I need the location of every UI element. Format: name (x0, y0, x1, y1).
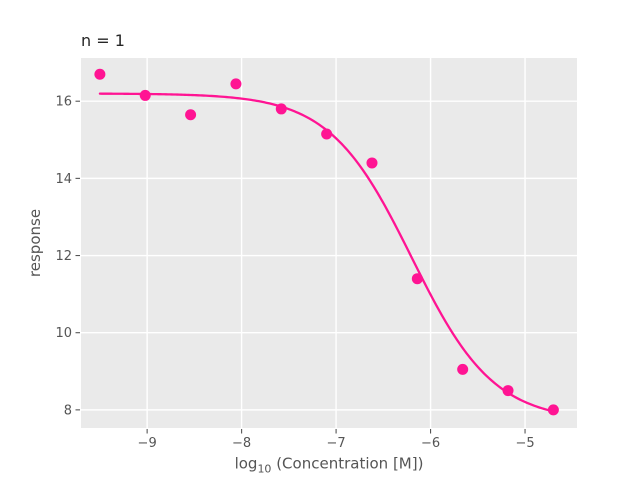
data-point (502, 385, 514, 397)
x-tick-label: −5 (515, 436, 534, 451)
x-tick-label: −9 (138, 436, 157, 451)
data-point (230, 78, 242, 90)
y-tick-label: 12 (55, 249, 72, 264)
x-axis-label: log10 (Concentration [M]) (235, 455, 424, 476)
y-tick-label: 8 (64, 403, 72, 418)
plot-panel (81, 58, 577, 428)
x-axis-label-rest: (Concentration [M]) (271, 454, 424, 473)
y-tick-label: 16 (55, 95, 72, 110)
x-axis-label-subscript: 10 (257, 462, 272, 476)
data-point (139, 89, 151, 101)
data-point (321, 128, 333, 140)
data-point (411, 273, 423, 285)
chart-title: n = 1 (81, 31, 125, 50)
x-tick-label: −8 (232, 436, 251, 451)
x-axis-label-prefix: log (234, 454, 258, 473)
data-point (185, 109, 197, 121)
y-tick-label: 10 (55, 326, 72, 341)
data-point (94, 68, 106, 80)
y-axis-label: response (26, 208, 44, 278)
data-point (457, 363, 469, 375)
x-tick-label: −6 (421, 436, 440, 451)
data-point (275, 103, 287, 115)
x-tick-label: −7 (326, 436, 345, 451)
data-point (547, 404, 559, 416)
y-tick-label: 14 (55, 172, 72, 187)
data-point (366, 157, 378, 169)
